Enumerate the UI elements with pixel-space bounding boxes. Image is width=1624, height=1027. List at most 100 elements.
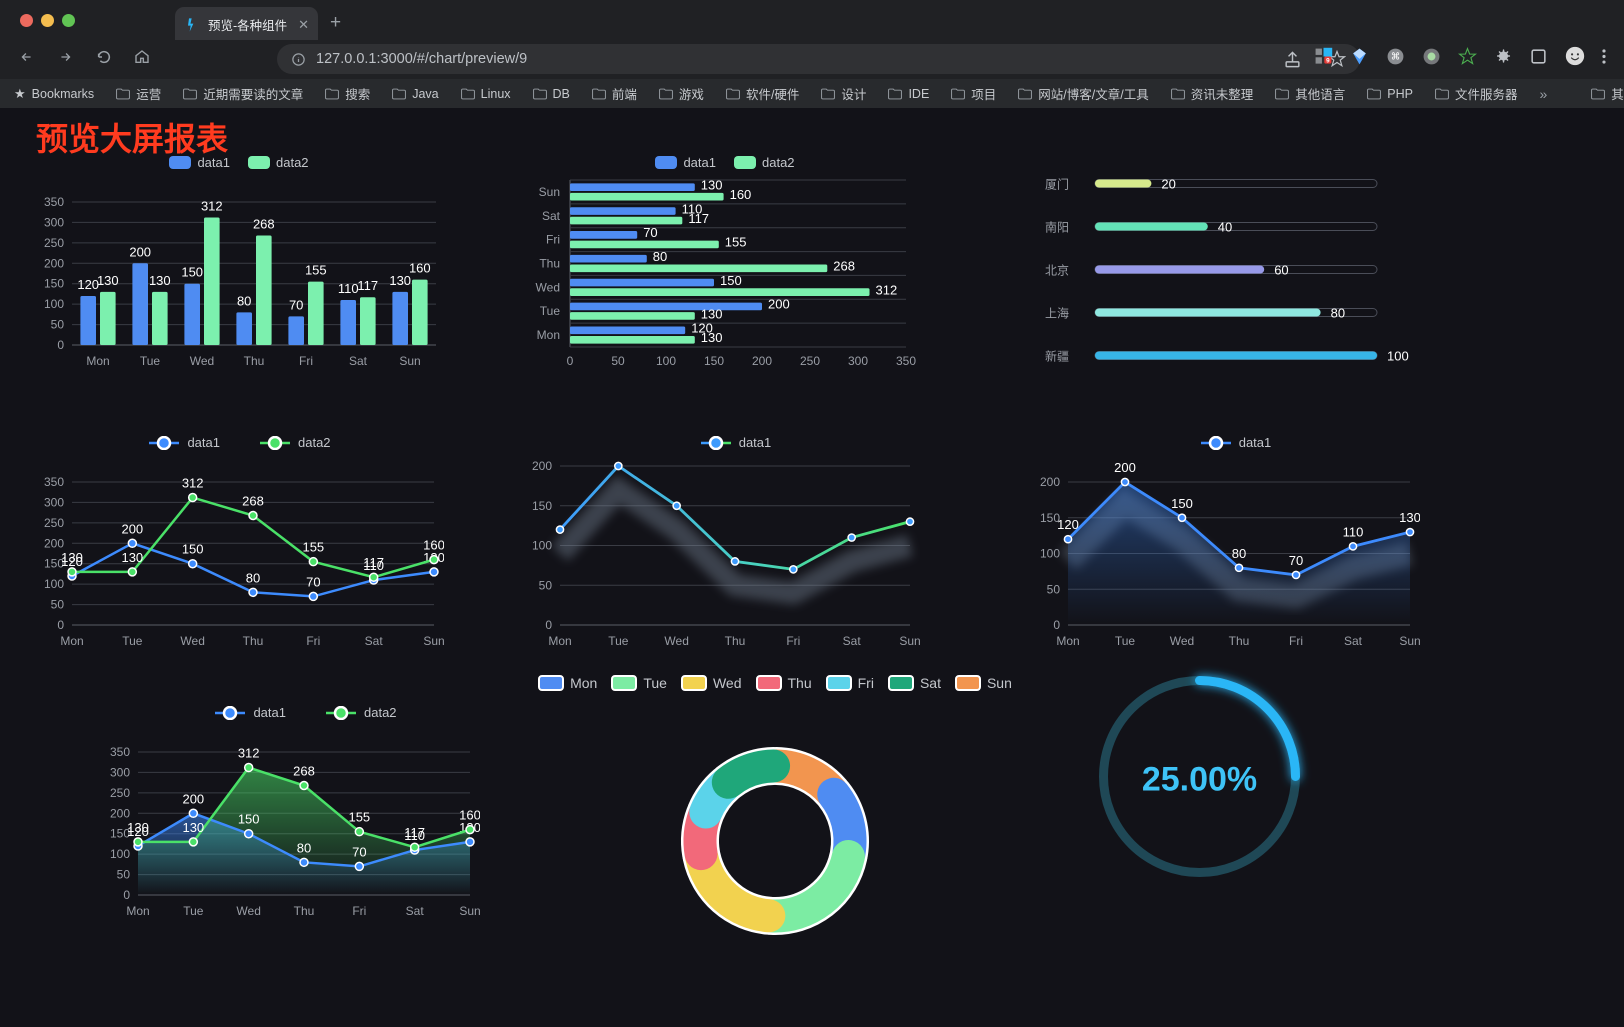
svg-text:130: 130 xyxy=(701,306,723,321)
svg-text:200: 200 xyxy=(182,791,204,806)
svg-text:Sun: Sun xyxy=(539,185,560,199)
svg-text:268: 268 xyxy=(242,494,264,509)
svg-text:60: 60 xyxy=(1274,263,1288,278)
svg-text:Mon: Mon xyxy=(126,904,149,918)
svg-text:117: 117 xyxy=(404,825,425,840)
svg-text:Sat: Sat xyxy=(542,209,561,223)
svg-text:Sun: Sun xyxy=(459,904,480,918)
svg-text:0: 0 xyxy=(545,618,552,632)
svg-text:130: 130 xyxy=(1399,510,1420,525)
svg-text:⌘: ⌘ xyxy=(1391,51,1401,62)
svg-text:200: 200 xyxy=(44,536,64,550)
svg-text:50: 50 xyxy=(117,868,131,882)
svg-text:250: 250 xyxy=(44,516,64,530)
svg-text:80: 80 xyxy=(237,293,251,308)
svg-text:200: 200 xyxy=(121,521,143,536)
svg-text:80: 80 xyxy=(1232,546,1246,561)
svg-text:155: 155 xyxy=(305,263,327,278)
svg-text:130: 130 xyxy=(182,820,204,835)
svg-text:120: 120 xyxy=(77,277,99,292)
svg-text:50: 50 xyxy=(51,318,65,332)
svg-text:150: 150 xyxy=(532,499,552,513)
svg-text:350: 350 xyxy=(44,475,64,489)
svg-text:300: 300 xyxy=(44,215,64,229)
svg-text:300: 300 xyxy=(44,495,64,509)
svg-text:Thu: Thu xyxy=(539,257,560,271)
svg-text:Thu: Thu xyxy=(294,904,315,918)
svg-text:Sat: Sat xyxy=(1344,634,1363,648)
svg-text:Wed: Wed xyxy=(180,634,204,648)
svg-text:200: 200 xyxy=(768,297,790,312)
svg-text:110: 110 xyxy=(338,281,359,296)
svg-text:70: 70 xyxy=(1289,553,1303,568)
svg-text:0: 0 xyxy=(123,888,130,902)
svg-text:100: 100 xyxy=(1040,547,1060,561)
svg-text:155: 155 xyxy=(725,235,747,250)
svg-text:160: 160 xyxy=(423,538,444,553)
svg-text:Sun: Sun xyxy=(1399,634,1420,648)
svg-text:Thu: Thu xyxy=(243,634,264,648)
svg-text:新疆: 新疆 xyxy=(1045,349,1069,364)
svg-text:80: 80 xyxy=(653,249,667,264)
svg-text:300: 300 xyxy=(848,354,868,368)
svg-text:200: 200 xyxy=(532,459,552,473)
svg-text:Thu: Thu xyxy=(244,354,265,368)
svg-text:Mon: Mon xyxy=(548,634,571,648)
svg-text:25.00%: 25.00% xyxy=(1141,761,1256,799)
svg-text:110: 110 xyxy=(1343,524,1364,539)
svg-text:268: 268 xyxy=(833,259,855,274)
svg-text:150: 150 xyxy=(1171,496,1193,511)
svg-text:200: 200 xyxy=(1114,460,1136,475)
svg-text:312: 312 xyxy=(238,746,260,761)
svg-text:Tue: Tue xyxy=(183,904,204,918)
svg-text:50: 50 xyxy=(51,598,65,612)
svg-text:130: 130 xyxy=(701,330,723,345)
svg-text:117: 117 xyxy=(688,211,709,226)
svg-text:厦门: 厦门 xyxy=(1045,177,1069,192)
svg-text:200: 200 xyxy=(129,244,151,259)
svg-text:200: 200 xyxy=(1040,475,1060,489)
svg-text:130: 130 xyxy=(97,273,119,288)
svg-text:160: 160 xyxy=(409,261,431,276)
svg-text:Tue: Tue xyxy=(140,354,161,368)
svg-text:150: 150 xyxy=(704,354,724,368)
svg-text:Tue: Tue xyxy=(540,304,561,318)
svg-text:312: 312 xyxy=(201,199,223,214)
svg-text:Mon: Mon xyxy=(60,634,83,648)
svg-text:Wed: Wed xyxy=(190,354,214,368)
svg-text:Thu: Thu xyxy=(1229,634,1250,648)
svg-text:上海: 上海 xyxy=(1045,306,1069,321)
svg-text:100: 100 xyxy=(656,354,676,368)
svg-text:Fri: Fri xyxy=(786,634,800,648)
svg-text:Mon: Mon xyxy=(537,328,560,342)
svg-text:Sun: Sun xyxy=(899,634,920,648)
svg-text:20: 20 xyxy=(1161,177,1175,192)
svg-text:350: 350 xyxy=(44,195,64,209)
svg-text:70: 70 xyxy=(643,225,657,240)
svg-text:80: 80 xyxy=(1331,306,1345,321)
svg-text:130: 130 xyxy=(121,550,143,565)
svg-text:Tue: Tue xyxy=(1115,634,1136,648)
svg-text:Tue: Tue xyxy=(608,634,629,648)
svg-text:70: 70 xyxy=(306,574,320,589)
svg-text:Wed: Wed xyxy=(664,634,688,648)
svg-text:Wed: Wed xyxy=(1170,634,1194,648)
svg-text:100: 100 xyxy=(1387,349,1409,364)
svg-text:130: 130 xyxy=(149,273,171,288)
svg-text:南阳: 南阳 xyxy=(1045,220,1069,235)
svg-text:Fri: Fri xyxy=(352,904,366,918)
svg-text:Sat: Sat xyxy=(349,354,368,368)
svg-text:Sat: Sat xyxy=(843,634,862,648)
svg-text:120: 120 xyxy=(1057,517,1079,532)
svg-text:Sun: Sun xyxy=(423,634,444,648)
svg-text:200: 200 xyxy=(752,354,772,368)
svg-text:268: 268 xyxy=(253,217,275,232)
svg-text:150: 150 xyxy=(182,542,204,557)
svg-text:Sun: Sun xyxy=(399,354,420,368)
svg-text:350: 350 xyxy=(110,745,130,759)
svg-text:0: 0 xyxy=(1053,618,1060,632)
svg-text:155: 155 xyxy=(302,540,324,555)
svg-text:250: 250 xyxy=(44,236,64,250)
svg-text:0: 0 xyxy=(567,354,574,368)
svg-text:0: 0 xyxy=(57,618,64,632)
